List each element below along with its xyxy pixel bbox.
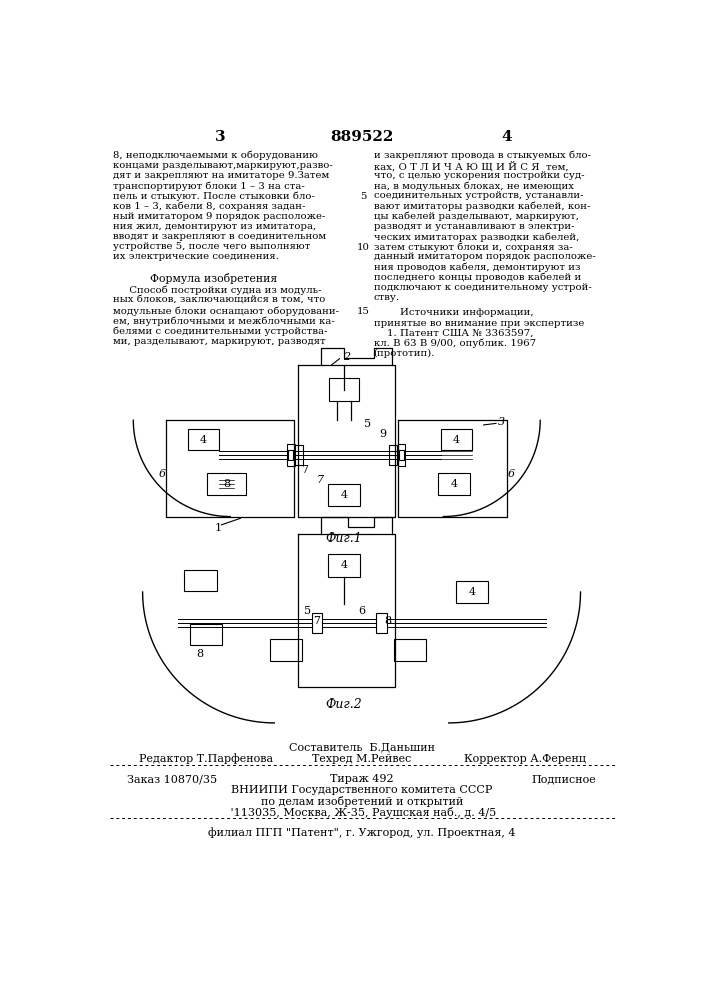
- Text: 8: 8: [196, 649, 203, 659]
- Text: Корректор А.Ференц: Корректор А.Ференц: [464, 754, 586, 764]
- Bar: [441, 429, 472, 450]
- Text: ческих имитаторах разводки кабелей,: ческих имитаторах разводки кабелей,: [373, 232, 579, 242]
- Text: 5: 5: [361, 192, 367, 201]
- Text: ем, внутриблочными и межблочными ка-: ем, внутриблочными и межблочными ка-: [113, 316, 335, 326]
- Text: и закрепляют провода в стыкуемых бло-: и закрепляют провода в стыкуемых бло-: [373, 151, 590, 160]
- Text: 3: 3: [215, 130, 226, 144]
- Text: ми, разделывают, маркируют, разводят: ми, разделывают, маркируют, разводят: [113, 337, 326, 346]
- Text: Редактор Т.Парфенова: Редактор Т.Парфенова: [139, 754, 273, 764]
- Text: 4: 4: [450, 479, 457, 489]
- Text: ству.: ству.: [373, 293, 399, 302]
- Text: 4: 4: [453, 435, 460, 445]
- Text: 10: 10: [357, 243, 370, 252]
- Text: '113035, Москва, Ж-35, Раушская наб., д. 4/5: '113035, Москва, Ж-35, Раушская наб., д.…: [228, 807, 496, 818]
- Text: принятые во внимание при экспертизе: принятые во внимание при экспертизе: [373, 319, 584, 328]
- Text: 2: 2: [343, 352, 350, 362]
- Text: разводят и устанавливают в электри-: разводят и устанавливают в электри-: [373, 222, 574, 231]
- Text: модульные блоки оснащают оборудовани-: модульные блоки оснащают оборудовани-: [113, 306, 339, 316]
- Bar: [190, 624, 223, 645]
- Text: соединительных устройств, устанавли-: соединительных устройств, устанавли-: [373, 191, 583, 200]
- Text: данный имитатором порядок расположе-: данный имитатором порядок расположе-: [373, 252, 595, 261]
- Text: что, с целью ускорения постройки суд-: что, с целью ускорения постройки суд-: [373, 171, 584, 180]
- Bar: [312, 613, 322, 633]
- Text: ВНИИПИ Государственного комитета СССР: ВНИИПИ Государственного комитета СССР: [231, 785, 493, 795]
- Text: 889522: 889522: [330, 130, 394, 144]
- Text: Тираж 492: Тираж 492: [330, 774, 394, 784]
- Text: 1. Патент США № 3363597,: 1. Патент США № 3363597,: [373, 329, 533, 338]
- Text: 4: 4: [469, 587, 476, 597]
- Text: по делам изобретений и открытий: по делам изобретений и открытий: [261, 796, 463, 807]
- Text: устройстве 5, после чего выполняют: устройстве 5, после чего выполняют: [113, 242, 310, 251]
- Bar: [329, 378, 359, 401]
- Text: цы кабелей разделывают, маркируют,: цы кабелей разделывают, маркируют,: [373, 212, 578, 221]
- Bar: [187, 429, 218, 450]
- Text: затем стыкуют блоки и, сохраняя за-: затем стыкуют блоки и, сохраняя за-: [373, 242, 573, 252]
- Bar: [270, 639, 303, 661]
- Text: 8: 8: [223, 479, 230, 489]
- Text: белями с соединительными устройства-: белями с соединительными устройства-: [113, 326, 327, 336]
- Text: ных блоков, заключающийся в том, что: ных блоков, заключающийся в том, что: [113, 296, 325, 305]
- Text: 3: 3: [498, 417, 505, 427]
- Text: вводят и закрепляют в соединительном: вводят и закрепляют в соединительном: [113, 232, 327, 241]
- Text: 7: 7: [317, 475, 324, 485]
- Text: ный имитатором 9 порядок расположе-: ный имитатором 9 порядок расположе-: [113, 212, 325, 221]
- Text: ния жил, демонтируют из имитатора,: ния жил, демонтируют из имитатора,: [113, 222, 317, 231]
- Bar: [438, 473, 470, 495]
- Text: филиал ПГП "Патент", г. Ужгород, ул. Проектная, 4: филиал ПГП "Патент", г. Ужгород, ул. Про…: [208, 827, 515, 838]
- Bar: [328, 484, 361, 506]
- Bar: [456, 581, 489, 603]
- Text: 5: 5: [363, 419, 370, 429]
- Bar: [399, 450, 404, 460]
- Text: кл. В 63 В 9/00, опублик. 1967: кл. В 63 В 9/00, опублик. 1967: [373, 339, 536, 348]
- Bar: [328, 554, 361, 577]
- Bar: [296, 445, 303, 465]
- Text: последнего концы проводов кабелей и: последнего концы проводов кабелей и: [373, 273, 581, 282]
- Text: ков 1 – 3, кабели 8, сохраняя задан-: ков 1 – 3, кабели 8, сохраняя задан-: [113, 202, 305, 211]
- Text: 4: 4: [341, 560, 348, 570]
- Text: 7: 7: [313, 615, 320, 626]
- Text: 8: 8: [385, 615, 392, 626]
- Bar: [397, 444, 405, 466]
- Bar: [185, 570, 217, 591]
- Text: Формула изобретения: Формула изобретения: [151, 273, 278, 284]
- Text: дят и закрепляют на имитаторе 9.Затем: дят и закрепляют на имитаторе 9.Затем: [113, 171, 329, 180]
- Text: Фиг.2: Фиг.2: [326, 698, 363, 711]
- Bar: [394, 639, 426, 661]
- Text: Подписное: Подписное: [531, 774, 596, 784]
- Text: 15: 15: [357, 307, 370, 316]
- Text: 9: 9: [379, 429, 386, 439]
- Text: Заказ 10870/35: Заказ 10870/35: [127, 774, 217, 784]
- Text: вают имитаторы разводки кабелей, кон-: вают имитаторы разводки кабелей, кон-: [373, 202, 590, 211]
- Text: 6: 6: [508, 469, 515, 479]
- Bar: [288, 450, 293, 460]
- Text: Составитель  Б.Даньшин: Составитель Б.Даньшин: [289, 742, 435, 752]
- Text: 1: 1: [215, 523, 222, 533]
- Text: Источники информации,: Источники информации,: [373, 308, 533, 317]
- Text: транспортируют блоки 1 – 3 на ста-: транспортируют блоки 1 – 3 на ста-: [113, 181, 305, 191]
- Text: Фиг.1: Фиг.1: [326, 532, 363, 545]
- Text: ния проводов кабеля, демонтируют из: ния проводов кабеля, демонтируют из: [373, 263, 580, 272]
- Text: их электрические соединения.: их электрические соединения.: [113, 252, 279, 261]
- Text: пель и стыкуют. После стыковки бло-: пель и стыкуют. После стыковки бло-: [113, 191, 315, 201]
- Text: 8, неподключаемыми к оборудованию: 8, неподключаемыми к оборудованию: [113, 151, 318, 160]
- Text: 4: 4: [501, 130, 512, 144]
- Text: Способ постройки судна из модуль-: Способ постройки судна из модуль-: [113, 286, 322, 295]
- Text: (прототип).: (прототип).: [373, 349, 435, 358]
- Text: 4: 4: [199, 435, 206, 445]
- Bar: [287, 444, 295, 466]
- Text: 7: 7: [301, 465, 308, 475]
- Text: Техред М.Рейвес: Техред М.Рейвес: [312, 754, 411, 764]
- Text: 6: 6: [358, 606, 366, 616]
- Text: 5: 5: [304, 606, 311, 616]
- Bar: [207, 473, 246, 495]
- Text: концами разделывают,маркируют,разво-: концами разделывают,маркируют,разво-: [113, 161, 333, 170]
- Text: 4: 4: [341, 490, 348, 500]
- Text: на, в модульных блоках, не имеющих: на, в модульных блоках, не имеющих: [373, 181, 573, 191]
- Text: 6: 6: [159, 469, 166, 479]
- Text: ках, О Т Л И Ч А Ю Щ И Й С Я  тем,: ках, О Т Л И Ч А Ю Щ И Й С Я тем,: [373, 161, 568, 171]
- Text: подключают к соединительному устрой-: подключают к соединительному устрой-: [373, 283, 591, 292]
- Bar: [376, 613, 387, 633]
- Bar: [389, 445, 397, 465]
